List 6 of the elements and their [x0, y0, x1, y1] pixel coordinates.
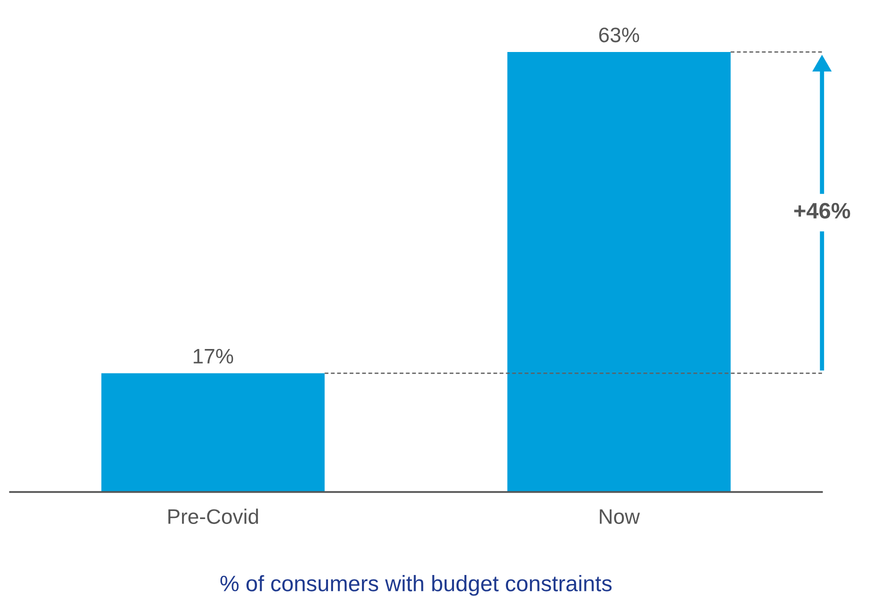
- data-label: 17%: [194, 348, 234, 364]
- x-tick-label: Pre-Covid: [168, 508, 258, 524]
- annotation: +46%: [794, 202, 850, 219]
- x-axis-title: % of consumers with budget constraints: [220, 575, 612, 596]
- x-tick-label: Now: [600, 509, 640, 524]
- data-label: 63%: [599, 28, 640, 42]
